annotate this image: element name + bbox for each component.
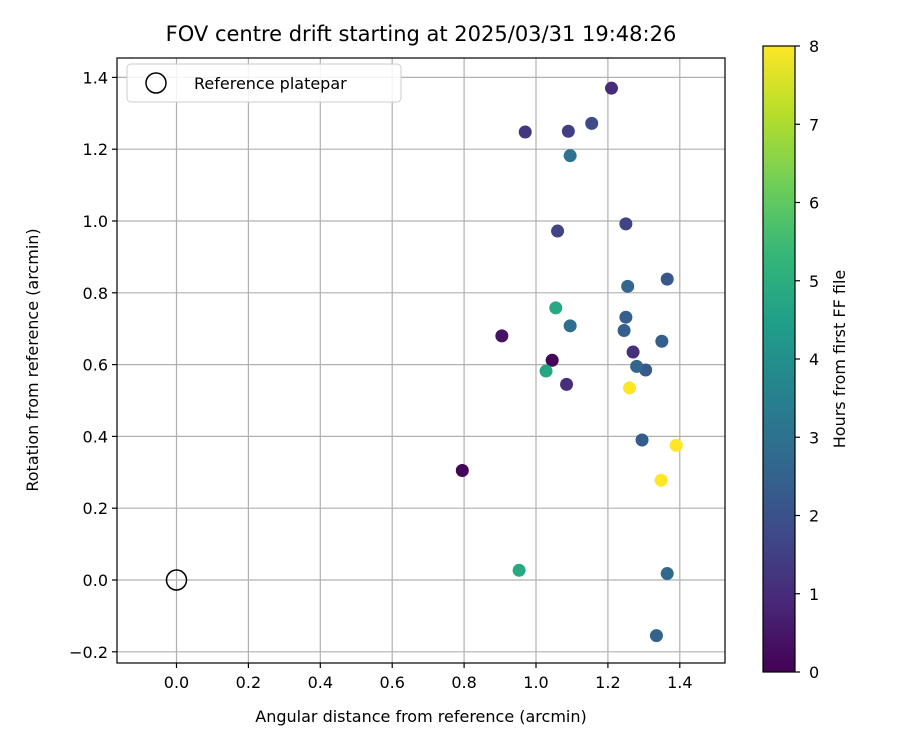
- data-point: [660, 272, 674, 286]
- y-tick-label: 1.4: [83, 68, 108, 87]
- data-point: [626, 345, 640, 359]
- x-tick-label: 1.2: [595, 673, 620, 692]
- data-point: [619, 310, 633, 324]
- data-point: [518, 125, 532, 139]
- data-point: [551, 224, 565, 238]
- x-tick-label: 0.2: [236, 673, 261, 692]
- legend-marker-reference: [145, 72, 167, 94]
- data-point: [649, 629, 663, 643]
- data-point: [539, 364, 553, 378]
- legend-box: [126, 63, 402, 103]
- x-tick-label: 0.4: [308, 673, 333, 692]
- x-axis-label: Angular distance from reference (arcmin): [255, 707, 586, 726]
- data-point: [512, 563, 526, 577]
- data-point: [669, 438, 683, 452]
- colorbar-tick-label: 2: [809, 507, 819, 526]
- y-axis-label: Rotation from reference (arcmin): [23, 228, 42, 491]
- colorbar-tick-label: 5: [809, 272, 819, 291]
- chart-title: FOV centre drift starting at 2025/03/31 …: [166, 22, 677, 46]
- data-point: [617, 323, 631, 337]
- legend: Reference platepar: [126, 63, 402, 103]
- x-tick-label: 1.0: [523, 673, 548, 692]
- legend-label-reference: Reference platepar: [194, 74, 347, 93]
- data-point: [654, 473, 668, 487]
- y-tick-label: −0.2: [69, 643, 108, 662]
- data-point: [495, 329, 509, 343]
- data-point: [561, 124, 575, 138]
- colorbar-tick-label: 4: [809, 350, 819, 369]
- y-tick-label: 0.4: [83, 427, 108, 446]
- data-point: [621, 279, 635, 293]
- reference-platepar-marker: [165, 569, 188, 591]
- colorbar-tick-label: 6: [809, 194, 819, 213]
- colorbar-tick-label: 0: [809, 663, 819, 682]
- data-point: [604, 81, 618, 95]
- x-tick-label: 0.0: [164, 673, 189, 692]
- grid-lines: [117, 58, 725, 663]
- data-point: [563, 319, 577, 333]
- data-point: [545, 353, 559, 367]
- data-points: [455, 81, 683, 643]
- data-point: [585, 116, 599, 130]
- colorbar-gradient: [763, 46, 795, 672]
- y-tick-label: 0.6: [83, 356, 108, 375]
- y-tick-label: 0.8: [83, 284, 108, 303]
- data-point: [560, 377, 574, 391]
- plot-frame: [116, 57, 726, 664]
- colorbar: 0 1 2 3 4 5 6 7 8 Hours from first FF file: [762, 37, 849, 682]
- y-tick-label: 0.0: [83, 571, 108, 590]
- colorbar-tick-label: 1: [809, 585, 819, 604]
- y-axis: −0.2 0.0 0.2 0.4 0.6 0.8 1.0 1.2 1.4: [69, 68, 117, 662]
- data-point: [635, 433, 649, 447]
- y-tick-label: 1.2: [83, 140, 108, 159]
- data-point: [563, 149, 577, 163]
- data-point: [660, 567, 674, 581]
- colorbar-tick-label: 8: [809, 37, 819, 56]
- data-point: [619, 217, 633, 231]
- colorbar-tick-label: 3: [809, 428, 819, 447]
- data-point: [630, 359, 644, 373]
- data-point: [455, 464, 469, 478]
- data-point: [622, 381, 636, 395]
- x-tick-label: 1.4: [667, 673, 692, 692]
- colorbar-label: Hours from first FF file: [830, 270, 849, 449]
- plot-area: [116, 57, 726, 664]
- data-point: [655, 334, 669, 348]
- colorbar-tick-label: 7: [809, 115, 819, 134]
- x-tick-label: 0.6: [379, 673, 404, 692]
- colorbar-ticks: 0 1 2 3 4 5 6 7 8: [795, 37, 819, 682]
- x-tick-label: 0.8: [451, 673, 476, 692]
- data-point: [549, 301, 563, 315]
- y-tick-label: 1.0: [83, 212, 108, 231]
- y-tick-label: 0.2: [83, 499, 108, 518]
- x-axis: 0.0 0.2 0.4 0.6 0.8 1.0 1.2 1.4: [164, 663, 693, 692]
